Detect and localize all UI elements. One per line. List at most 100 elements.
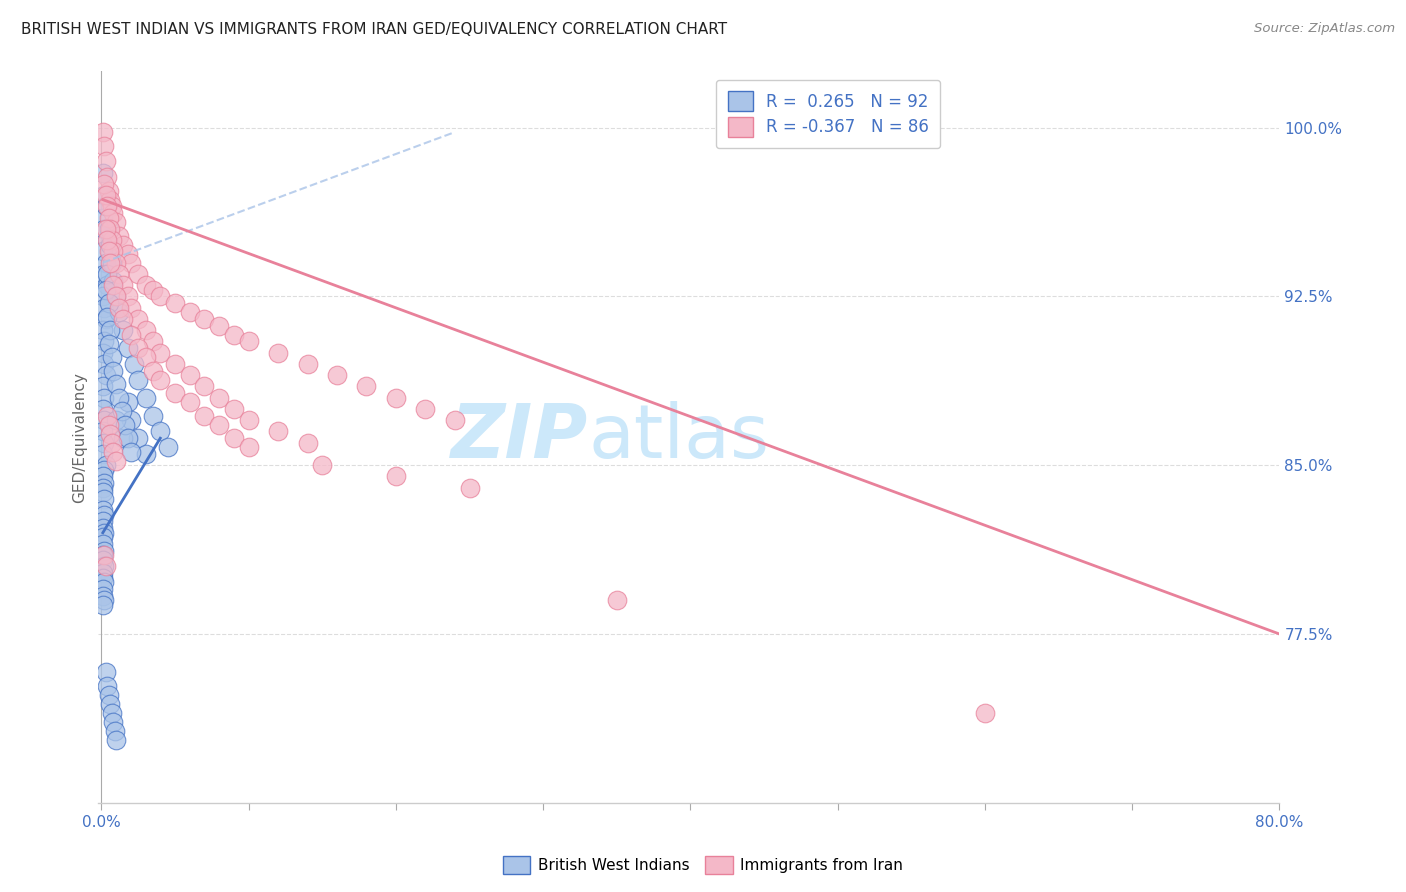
Point: [104, 723, 127, 738]
Point: [97, 296, 120, 310]
Point: [96, 310, 118, 324]
Point: [179, 305, 201, 319]
Point: [127, 431, 149, 445]
Point: [112, 237, 135, 252]
Point: [93, 463, 115, 477]
Point: [108, 228, 131, 243]
Point: [98, 193, 121, 207]
Point: [120, 301, 142, 315]
Point: [208, 417, 231, 432]
Point: [93, 222, 115, 236]
Point: [142, 334, 165, 349]
Point: [98, 255, 121, 269]
Y-axis label: GED/Equivalency: GED/Equivalency: [72, 372, 87, 502]
Point: [127, 312, 149, 326]
Point: [93, 391, 115, 405]
Point: [96, 199, 118, 213]
Point: [93, 548, 115, 562]
Point: [101, 444, 124, 458]
Point: [94, 559, 117, 574]
Point: [120, 255, 142, 269]
Point: [97, 336, 120, 351]
Point: [101, 206, 124, 220]
Point: [91, 571, 114, 585]
Point: [91, 425, 114, 439]
Point: [91, 323, 114, 337]
Point: [94, 312, 117, 326]
Point: [179, 395, 201, 409]
Point: [93, 177, 115, 191]
Point: [142, 409, 165, 423]
Point: [98, 426, 121, 441]
Point: [93, 525, 115, 540]
Point: [122, 357, 145, 371]
Point: [101, 278, 124, 293]
Point: [120, 327, 142, 342]
Point: [96, 233, 118, 247]
Point: [93, 491, 115, 506]
Point: [385, 469, 408, 483]
Point: [97, 688, 120, 702]
Point: [238, 413, 260, 427]
Point: [108, 305, 131, 319]
Point: [105, 377, 128, 392]
Point: [91, 447, 114, 461]
Legend: British West Indians, Immigrants from Iran: British West Indians, Immigrants from Ir…: [496, 850, 910, 880]
Point: [91, 345, 114, 359]
Point: [267, 425, 290, 439]
Point: [91, 548, 114, 562]
Point: [91, 481, 114, 495]
Point: [91, 401, 114, 416]
Point: [93, 301, 115, 315]
Text: BRITISH WEST INDIAN VS IMMIGRANTS FROM IRAN GED/EQUIVALENCY CORRELATION CHART: BRITISH WEST INDIAN VS IMMIGRANTS FROM I…: [21, 22, 727, 37]
Point: [100, 435, 122, 450]
Point: [100, 255, 122, 269]
Point: [98, 222, 121, 236]
Point: [142, 364, 165, 378]
Point: [458, 481, 481, 495]
Point: [105, 289, 128, 303]
Point: [193, 409, 215, 423]
Point: [142, 283, 165, 297]
Point: [222, 401, 245, 416]
Point: [179, 368, 201, 383]
Point: [100, 199, 122, 213]
Point: [94, 188, 117, 202]
Point: [606, 593, 628, 607]
Point: [117, 395, 139, 409]
Point: [112, 312, 135, 326]
Point: [93, 413, 115, 427]
Point: [127, 341, 149, 355]
Point: [415, 401, 437, 416]
Legend: R =  0.265   N = 92, R = -0.367   N = 86: R = 0.265 N = 92, R = -0.367 N = 86: [716, 79, 941, 148]
Point: [91, 503, 114, 517]
Point: [93, 357, 115, 371]
Point: [101, 364, 124, 378]
Point: [108, 267, 131, 281]
Point: [120, 444, 142, 458]
Point: [149, 289, 172, 303]
Point: [135, 323, 157, 337]
Point: [97, 222, 120, 236]
Point: [96, 409, 118, 423]
Text: ZIP: ZIP: [451, 401, 589, 474]
Text: Source: ZipAtlas.com: Source: ZipAtlas.com: [1254, 22, 1395, 36]
Point: [297, 435, 319, 450]
Point: [101, 274, 124, 288]
Point: [135, 278, 157, 293]
Point: [149, 345, 172, 359]
Point: [91, 521, 114, 535]
Point: [91, 515, 114, 529]
Point: [91, 379, 114, 393]
Point: [91, 289, 114, 303]
Point: [105, 289, 128, 303]
Point: [91, 582, 114, 596]
Text: atlas: atlas: [589, 401, 769, 474]
Point: [91, 166, 114, 180]
Point: [91, 244, 114, 259]
Point: [97, 184, 120, 198]
Point: [91, 553, 114, 567]
Point: [135, 447, 157, 461]
Point: [100, 233, 122, 247]
Point: [94, 199, 117, 213]
